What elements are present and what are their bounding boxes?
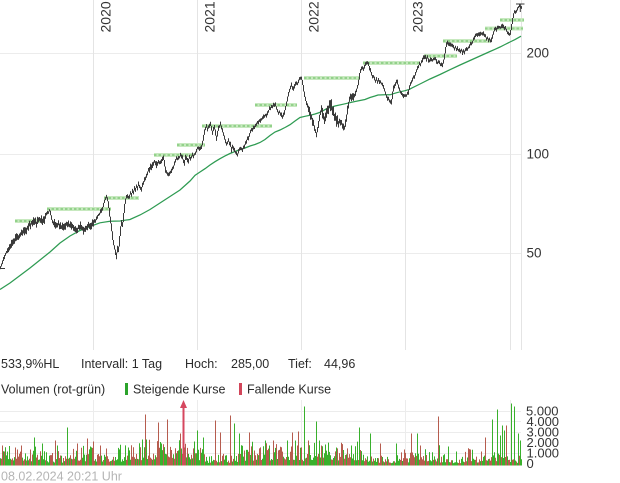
svg-text:2023: 2023 — [410, 1, 426, 32]
svg-text:2020: 2020 — [98, 1, 114, 32]
svg-text:Fallende Kurse: Fallende Kurse — [247, 383, 331, 397]
svg-text:44,96: 44,96 — [324, 357, 355, 371]
svg-text:Steigende Kurse: Steigende Kurse — [133, 383, 225, 397]
svg-text:Hoch:: Hoch: — [185, 357, 218, 371]
svg-text:3.000: 3.000 — [527, 425, 560, 440]
svg-text:Tief:: Tief: — [288, 357, 312, 371]
svg-text:533,9%HL: 533,9%HL — [1, 357, 59, 371]
svg-text:50: 50 — [527, 246, 542, 261]
svg-text:285,00: 285,00 — [231, 357, 269, 371]
svg-text:5.000: 5.000 — [526, 404, 559, 419]
svg-text:100: 100 — [527, 147, 550, 162]
svg-text:2.000: 2.000 — [527, 435, 560, 450]
svg-text:0: 0 — [527, 456, 534, 471]
svg-text:200: 200 — [527, 46, 550, 61]
svg-text:2021: 2021 — [202, 1, 218, 32]
svg-text:1.000: 1.000 — [527, 446, 560, 461]
svg-text:08.02.2024 20:21 Uhr: 08.02.2024 20:21 Uhr — [1, 470, 122, 483]
svg-text:4.000: 4.000 — [527, 414, 560, 429]
svg-text:2022: 2022 — [306, 1, 322, 32]
svg-text:Volumen (rot-grün): Volumen (rot-grün) — [1, 383, 105, 397]
svg-text:Intervall: 1 Tag: Intervall: 1 Tag — [81, 357, 162, 371]
